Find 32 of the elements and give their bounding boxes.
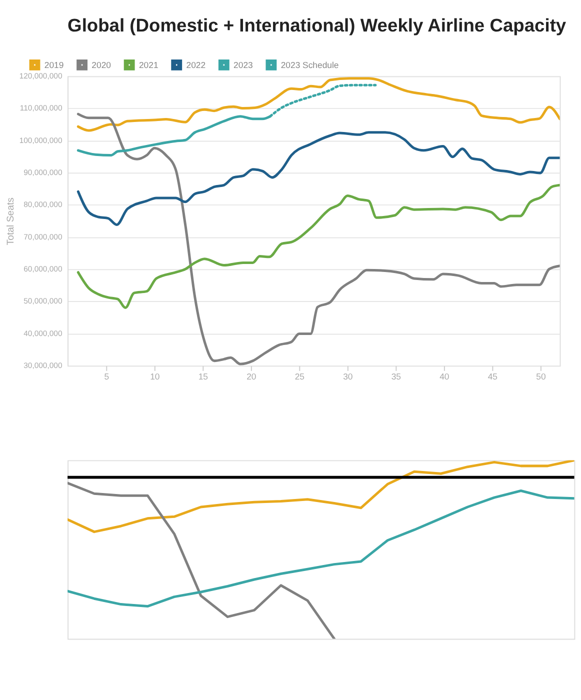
x-tick-label: 50 [536, 372, 546, 382]
x-tick-label: 15 [198, 372, 208, 382]
x-tick-label: 20 [246, 372, 256, 382]
y-tick-label: 120,000,000 [19, 72, 62, 81]
legend-label: 2019 [44, 60, 64, 70]
legend-label: 2023 [234, 60, 254, 70]
y-tick-label: 110,000,000 [20, 104, 62, 113]
x-tick-label: 35 [391, 372, 402, 382]
legend-label: 2022 [186, 60, 206, 70]
y-tick-label: 80,000,000 [24, 200, 62, 210]
y-tick-label: 70,000,000 [24, 232, 62, 242]
line-series [76, 184, 560, 309]
chart-title: Global (Domestic + International) Weekly Airline Capacity [68, 14, 567, 36]
line-series [76, 131, 560, 226]
y-tick-label: 90,000,000 [24, 168, 62, 178]
legend-label: 2020 [92, 60, 112, 70]
line-series [76, 77, 560, 132]
y-tick-label: 30,000,000 [24, 361, 62, 370]
legend-label: 2021 [138, 60, 158, 70]
y-tick-label: 50,000,000 [24, 296, 62, 306]
y-tick-label: 60,000,000 [24, 264, 62, 274]
x-tick-label: 30 [343, 372, 353, 382]
x-tick-label: 5 [104, 372, 110, 382]
line-series [76, 112, 560, 366]
x-tick-label: 40 [440, 372, 450, 382]
x-tick-label: 45 [488, 372, 498, 382]
x-tick-label: 10 [150, 372, 160, 382]
legend-label: 2023 Schedule [280, 60, 339, 70]
x-tick-label: 25 [294, 372, 305, 382]
y-axis-title: Total Seats [6, 197, 17, 246]
y-tick-label: 40,000,000 [24, 328, 62, 338]
y-tick-label: 100,000,000 [19, 136, 62, 145]
